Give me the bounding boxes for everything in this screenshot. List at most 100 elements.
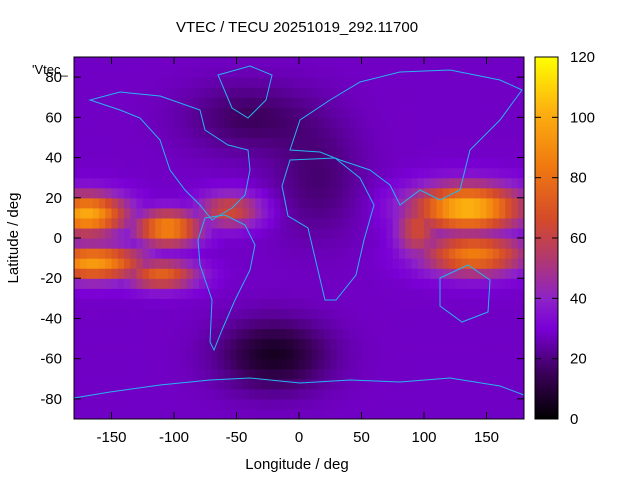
heat-cell <box>242 177 250 189</box>
heat-cell <box>86 318 94 330</box>
heat-cell <box>280 97 288 108</box>
heat-cell <box>167 137 175 149</box>
heat-cell <box>236 167 244 179</box>
heat-cell <box>480 398 488 410</box>
heat-cell <box>305 187 313 199</box>
heat-cell <box>292 137 300 149</box>
heat-cell <box>136 288 144 299</box>
heat-cell <box>430 278 438 289</box>
heat-cell <box>399 358 406 370</box>
heat-cell <box>342 207 350 219</box>
africa-coast <box>281 157 375 301</box>
heat-cell <box>274 167 281 179</box>
heat-cell <box>330 348 338 360</box>
heat-cell <box>274 97 281 108</box>
heat-cell <box>461 167 469 179</box>
heat-cell <box>142 258 150 269</box>
heat-cell <box>355 67 363 78</box>
heat-cell <box>317 57 325 68</box>
heat-cell <box>486 328 494 340</box>
heat-cell <box>342 227 350 239</box>
heat-cell <box>455 308 463 320</box>
heat-cell <box>374 187 381 199</box>
heat-cell <box>149 318 156 330</box>
heat-cell <box>236 298 244 309</box>
heat-cell <box>174 388 181 400</box>
heat-cell <box>324 268 331 279</box>
heat-cell <box>342 308 350 320</box>
heat-cell <box>411 268 419 279</box>
heat-cell <box>230 107 238 118</box>
heat-cell <box>386 328 394 340</box>
heat-cell <box>99 127 106 139</box>
heat-cell <box>492 238 500 249</box>
heat-cell <box>267 217 275 229</box>
heat-cell <box>411 177 419 189</box>
heat-cell <box>499 348 506 360</box>
heat-cell <box>249 238 256 249</box>
heat-cell <box>80 248 88 259</box>
heat-cell <box>267 268 275 279</box>
heat-cell <box>430 288 438 299</box>
heat-cell <box>342 298 350 309</box>
heat-cell <box>224 107 231 118</box>
heat-cell <box>230 288 238 299</box>
heat-cell <box>224 207 231 219</box>
heat-cell <box>330 278 338 289</box>
heat-cell <box>436 127 444 139</box>
heat-cell <box>380 278 388 289</box>
heat-cell <box>380 77 388 88</box>
heat-cell <box>299 388 306 400</box>
heat-cell <box>149 147 156 159</box>
heat-cell <box>224 278 231 289</box>
heat-cell <box>242 398 250 410</box>
heat-cell <box>455 77 463 88</box>
heat-cell <box>80 87 88 98</box>
heat-cell <box>480 298 488 309</box>
heat-cell <box>155 67 163 78</box>
heat-cell <box>405 227 413 239</box>
heat-cell <box>242 97 250 108</box>
heat-cell <box>361 77 369 88</box>
heat-cell <box>192 328 200 340</box>
heat-cell <box>505 187 513 199</box>
heat-cell <box>205 368 213 380</box>
heat-cell <box>161 388 169 400</box>
heat-cell <box>155 87 163 98</box>
heat-cell <box>224 328 231 340</box>
heat-cell <box>180 288 188 299</box>
heat-cell <box>74 117 81 128</box>
heat-cell <box>424 388 431 400</box>
heat-cell <box>267 378 275 390</box>
heat-cell <box>355 227 363 239</box>
heat-cell <box>349 398 356 410</box>
heat-cell <box>411 117 419 128</box>
heat-cell <box>192 137 200 149</box>
heat-cell <box>455 258 463 269</box>
heat-cell <box>305 217 313 229</box>
heat-cell <box>386 77 394 88</box>
heat-cell <box>392 87 400 98</box>
heat-cell <box>474 318 481 330</box>
heat-cell <box>199 298 206 309</box>
heat-cell <box>180 77 188 88</box>
heat-cell <box>249 278 256 289</box>
heat-cell <box>399 298 406 309</box>
heat-cell <box>242 238 250 249</box>
heat-cell <box>105 157 113 169</box>
heat-cell <box>117 77 125 88</box>
heat-cell <box>467 107 475 118</box>
y-tick-label: 20 <box>45 190 62 207</box>
heat-cell <box>317 338 325 350</box>
heat-cell <box>249 268 256 279</box>
colorbar-tick-label: 0 <box>570 411 578 428</box>
heat-cell <box>474 67 481 78</box>
heat-cell <box>480 177 488 189</box>
heat-cell <box>499 338 506 350</box>
heat-cell <box>511 227 519 239</box>
heat-cell <box>411 348 419 360</box>
heat-cell <box>342 77 350 88</box>
heat-cell <box>324 388 331 400</box>
heat-cell <box>505 288 513 299</box>
heat-cell <box>492 248 500 259</box>
